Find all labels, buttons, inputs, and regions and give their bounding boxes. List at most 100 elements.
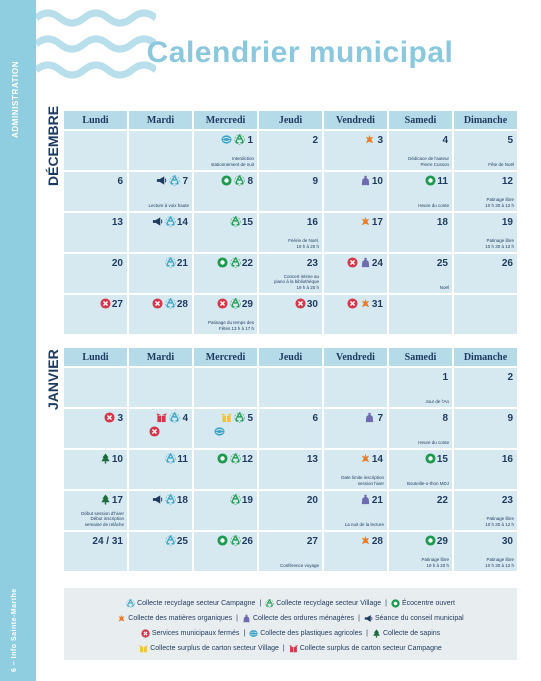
day-number: 29 <box>241 299 253 310</box>
day-cell: 2 <box>259 131 322 170</box>
day-number: 25 <box>176 536 188 547</box>
day-cell: 8 <box>194 172 257 211</box>
day-cell: 13 <box>64 213 127 252</box>
day-header: Samedi <box>389 348 452 366</box>
legend-item: Collecte des matières organiques <box>117 614 232 623</box>
day-header: Dimanche <box>454 348 517 366</box>
recycle-green-icon <box>230 453 241 464</box>
legend-line: Collecte surplus de carton secteur Villa… <box>70 641 511 656</box>
legend-item: Collecte recyclage secteur Village <box>265 599 381 608</box>
legend-separator: | <box>243 630 246 637</box>
day-number: 24 <box>371 258 383 269</box>
calendar-january: Lundi Mardi Mercredi Jeudi Vendredi Samedi Dim… <box>64 348 517 571</box>
day-note: Lecture à voix haute <box>148 202 189 208</box>
day-cell <box>64 368 127 407</box>
day-cell <box>389 295 452 334</box>
closed-icon <box>152 298 163 309</box>
day-cell: 18 <box>389 213 452 252</box>
recycle-blue-icon <box>165 298 176 309</box>
legend-item: Collecte surplus de carton secteur Villa… <box>139 644 279 653</box>
day-cell: 21 <box>129 254 192 293</box>
day-cell: 2 <box>454 368 517 407</box>
wave-decoration <box>36 9 156 79</box>
side-band <box>0 0 36 681</box>
day-cell: 28 <box>129 295 192 334</box>
recycle-blue-icon <box>165 453 176 464</box>
day-header: Mercredi <box>194 348 257 366</box>
day-cell: 28 <box>324 532 387 571</box>
tree-icon <box>100 494 111 505</box>
day-header: Lundi <box>64 111 127 129</box>
day-cell <box>64 131 127 170</box>
day-note: Date limite inscription session hiver <box>341 475 384 486</box>
garbage-icon <box>360 175 371 186</box>
recycle-blue-icon <box>165 257 176 268</box>
recycle-blue-icon <box>165 216 176 227</box>
recycle-blue-icon <box>126 599 135 608</box>
day-note: Patinage libre 10 h 30 à 12 h <box>485 516 514 527</box>
calendar-december: Lundi Mardi Mercredi Jeudi Vendredi Samedi Dim… <box>64 111 517 334</box>
recycle-green-icon <box>230 216 241 227</box>
day-number: 25 <box>436 258 448 269</box>
day-cell: 7 <box>324 409 387 448</box>
day-number: 17 <box>111 495 123 506</box>
day-number: 2 <box>507 372 513 383</box>
organic-icon <box>360 216 371 227</box>
legend-line: Collecte des matières organiques | Collect… <box>70 611 511 626</box>
day-number: 20 <box>306 495 318 506</box>
day-number: 28 <box>176 299 188 310</box>
legend-item: Services municipaux fermés <box>141 629 240 638</box>
page-title: Calendrier municipal <box>146 36 454 69</box>
plastic-icon <box>214 426 225 437</box>
day-cell: 22 <box>194 254 257 293</box>
day-number: 13 <box>111 217 123 228</box>
megaphone-icon <box>152 494 163 505</box>
day-number: 15 <box>436 454 448 465</box>
legend-separator: | <box>366 630 368 637</box>
megaphone-icon <box>156 175 167 186</box>
legend-line: Collecte recyclage secteur Campagne | Coll… <box>70 596 511 611</box>
day-cell: 25 Noël <box>389 254 452 293</box>
day-header: Jeudi <box>259 348 322 366</box>
day-cell: 1 Jour de l'An <box>389 368 452 407</box>
legend-text: Services municipaux fermés <box>151 630 240 637</box>
legend-item: Collecte de sapins <box>372 629 440 638</box>
day-cell: 25 <box>129 532 192 571</box>
recycle-blue-icon <box>169 175 180 186</box>
ecocentre-icon <box>221 175 232 186</box>
organic-icon <box>360 298 371 309</box>
legend-text: Collecte recyclage secteur Village <box>276 600 382 607</box>
recycle-green-icon <box>234 175 245 186</box>
day-cell: 9 <box>259 172 322 211</box>
day-number: 15 <box>241 217 253 228</box>
day-number: 12 <box>241 454 253 465</box>
legend-text: Séance du conseil municipal <box>374 615 464 622</box>
day-cell: 23 Concert intime au piano à la bibliothè… <box>259 254 322 293</box>
closed-icon <box>295 298 306 309</box>
day-cell <box>324 368 387 407</box>
day-cell: 4 <box>129 409 192 448</box>
legend-text: Collecte surplus de carton secteur Villa… <box>150 645 279 652</box>
day-number: 12 <box>501 176 513 187</box>
day-number: 26 <box>501 258 513 269</box>
day-number: 4 <box>442 135 448 146</box>
day-cell: 27 <box>64 295 127 334</box>
day-number: 3 <box>377 135 383 146</box>
ecocentre-icon <box>425 535 436 546</box>
day-note: Jour de l'An <box>425 398 449 404</box>
recycle-blue-icon <box>169 412 180 423</box>
legend-separator: | <box>236 615 238 622</box>
day-number: 17 <box>371 217 383 228</box>
month-label-january: JANVIER <box>45 349 61 410</box>
day-number: 30 <box>501 536 513 547</box>
day-note: Heure du conte <box>418 439 449 445</box>
day-cell: 26 <box>194 532 257 571</box>
legend-line: Services municipaux fermés | Collecte des … <box>70 626 511 641</box>
plastic-icon <box>249 629 258 638</box>
day-number: 10 <box>111 454 123 465</box>
day-cell: 17 Début session d'hiver Début inscriptio… <box>64 491 127 530</box>
day-number: 22 <box>241 258 253 269</box>
day-number: 24 / 31 <box>92 536 123 547</box>
day-note: Patinage libre 19 h à 20 h <box>421 557 449 568</box>
day-cell: 12 Patinage libre 10 h 30 à 12 h <box>454 172 517 211</box>
